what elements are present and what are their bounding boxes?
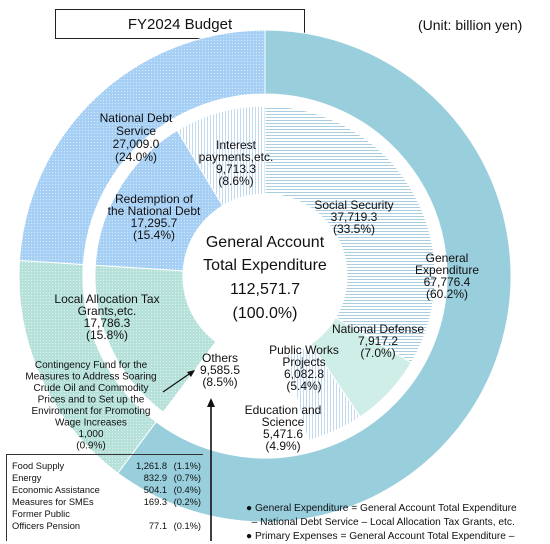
slice-general-expenditure (117, 29, 512, 523)
label-redemption-line-1: the National Debt (108, 204, 201, 218)
breakdown-name: Measures for SMEs (12, 497, 94, 507)
label-local-allocation-line-3: (15.8%) (86, 328, 128, 342)
breakdown-percent: (0.4%) (173, 485, 201, 495)
breakdown-name: Energy (12, 473, 42, 483)
label-redemption-line-0: Redemption of (115, 192, 194, 206)
segment-labels: General Account Total Expenditure 112,571.… (25, 111, 479, 453)
breakdown-value: 504.1 (143, 485, 167, 495)
breakdown-value: 832.9 (143, 473, 167, 483)
label-contingency-fund-line-1: Measures to Address Soaring (25, 372, 156, 383)
center-label-line2: Total Expenditure (203, 257, 327, 274)
label-contingency-fund-line-2: Crude Oil and Commodity (33, 383, 148, 394)
label-contingency-fund-line-7: (0.9%) (76, 441, 105, 452)
label-national-debt-service-line-2: 27,009.0 (113, 137, 160, 151)
note-2: – National Debt Service – Local Allocati… (246, 517, 515, 528)
label-redemption-line-2: 17,295.7 (131, 216, 178, 230)
note-3: ● Primary Expenses = General Account Tot… (246, 531, 515, 542)
center-total-percent: (100.0%) (233, 305, 298, 322)
breakdown-row: Food Supply 1,261.8 (1.1%) (12, 461, 203, 473)
label-national-defense-line-1: 7,917.2 (358, 334, 398, 348)
breakdown-value: 1,261.8 (135, 461, 167, 471)
label-contingency-fund-line-3: Prices and to Set up the (38, 395, 145, 406)
breakdown-percent: (0.2%) (173, 497, 201, 507)
label-others-line-2: (8.5%) (202, 375, 237, 389)
label-social-security-line-2: (33.5%) (333, 222, 375, 236)
label-local-allocation-line-2: 17,786.3 (84, 316, 131, 330)
breakdown-value: 169.3 (143, 497, 167, 507)
label-education-science-line-3: (4.9%) (265, 439, 300, 453)
label-interest-payments-line-3: (8.6%) (218, 174, 253, 188)
label-education-science-line-2: 5,471.6 (263, 427, 303, 441)
slice-national-debt-service (18, 29, 266, 266)
center-label-line1: General Account (206, 234, 325, 251)
breakdown-name: Economic Assistance (12, 485, 100, 495)
breakdown-value (127, 509, 167, 521)
label-national-debt-service-line-3: (24.0%) (115, 150, 157, 164)
label-national-defense-line-2: (7.0%) (360, 346, 395, 360)
center-hole (183, 194, 347, 358)
label-education-science-line-0: Education and (245, 403, 322, 417)
center-total-value: 112,571.7 (230, 281, 300, 298)
breakdown-value: 77.1 (148, 521, 167, 531)
label-contingency-fund-line-4: Environment for Promoting (32, 406, 151, 417)
label-general-expenditure-line-2: 67,776.4 (424, 275, 471, 289)
label-contingency-fund-line-6: 1,000 (78, 429, 103, 440)
label-interest-payments-line-0: Interest (216, 138, 257, 152)
breakdown-percent: (1.1%) (173, 461, 201, 471)
label-local-allocation-line-0: Local Allocation Tax (54, 292, 159, 306)
note-1: ● General Expenditure = General Account … (246, 503, 517, 514)
label-general-expenditure-line-3: (60.2%) (426, 287, 468, 301)
label-public-works-line-1: Projects (282, 355, 325, 369)
breakdown-percent: (0.1%) (173, 521, 201, 531)
breakdown-row: Former Public (12, 509, 203, 521)
label-national-debt-service-line-0: National Debt (100, 111, 173, 125)
label-general-expenditure-line-0: General (426, 251, 469, 265)
others-breakdown-table: Food Supply 1,261.8 (1.1%) Energy 832.9 (0.7%… (6, 454, 203, 541)
label-contingency-fund-line-0: Contingency Fund for the (35, 360, 148, 371)
notes: ● General Expenditure = General Account … (246, 502, 517, 544)
others-arrowhead (207, 398, 215, 407)
contingency-arrow (162, 371, 193, 393)
breakdown-row: Economic Assistance 504.1 (0.4%) (12, 485, 203, 497)
label-public-works-line-0: Public Works (269, 343, 339, 357)
label-contingency-fund-line-5: Wage Increases (55, 418, 127, 429)
label-interest-payments-line-2: 9,713.3 (216, 162, 256, 176)
breakdown-percent (167, 509, 201, 521)
label-public-works-line-3: (5.4%) (286, 379, 321, 393)
outer-ring (18, 29, 512, 523)
breakdown-name: Officers Pension (12, 521, 81, 531)
unit-label: (Unit: billion yen) (418, 17, 523, 33)
label-education-science-line-1: Science (262, 415, 305, 429)
label-redemption-line-3: (15.4%) (133, 228, 175, 242)
breakdown-row: Officers Pension 77.1 (0.1%) (12, 521, 203, 533)
breakdown-row: Measures for SMEs 169.3 (0.2%) (12, 497, 203, 509)
breakdown-name: Former Public (12, 509, 70, 519)
breakdown-row: Energy 832.9 (0.7%) (12, 473, 203, 485)
chart-title: FY2024 Budget (55, 9, 305, 39)
breakdown-percent: (0.7%) (173, 473, 201, 483)
label-national-defense-line-0: National Defense (332, 322, 424, 336)
label-interest-payments-line-1: payments,etc. (199, 150, 274, 164)
label-local-allocation-line-1: Grants,etc. (78, 304, 137, 318)
label-others-line-0: Others (202, 351, 238, 365)
label-social-security-line-0: Social Security (314, 198, 393, 212)
breakdown-name: Food Supply (12, 461, 65, 471)
label-public-works-line-2: 6,082.8 (284, 367, 324, 381)
label-social-security-line-1: 37,719.3 (331, 210, 378, 224)
contingency-arrowhead (187, 370, 195, 377)
label-national-debt-service-line-1: Service (116, 124, 156, 138)
label-general-expenditure-line-1: Expenditure (415, 263, 479, 277)
label-others-line-1: 9,585.5 (200, 363, 240, 377)
